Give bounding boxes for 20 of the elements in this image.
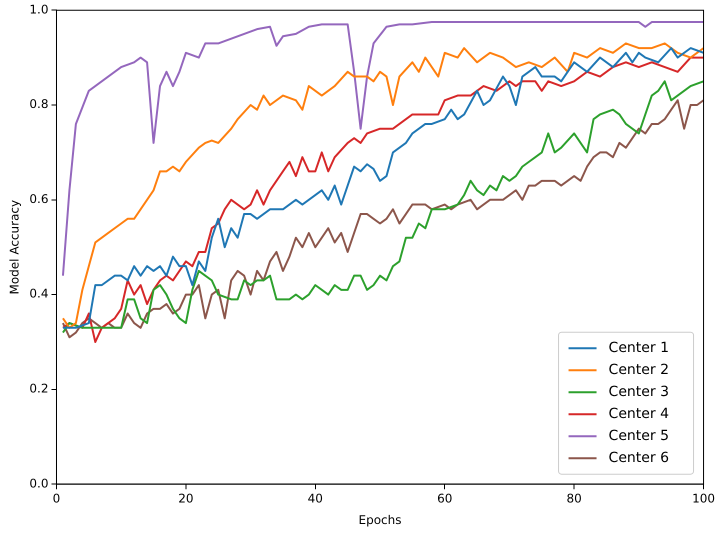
- legend-label: Center 5: [608, 428, 670, 444]
- y-tick-label: 0.0: [29, 476, 48, 490]
- x-tick-label: 80: [566, 492, 582, 506]
- y-axis-title: Model Accuracy: [7, 200, 22, 295]
- legend-label: Center 4: [608, 406, 670, 422]
- x-axis-title: Epochs: [358, 512, 402, 527]
- x-tick-label: 20: [178, 492, 194, 506]
- x-tick-label: 40: [308, 492, 323, 506]
- x-tick-label: 0: [52, 492, 60, 506]
- y-tick-label: 0.2: [29, 382, 48, 396]
- y-tick-label: 1.0: [29, 2, 48, 16]
- x-tick-label: 60: [437, 492, 452, 506]
- x-tick-label: 100: [692, 492, 715, 506]
- y-tick-label: 0.4: [29, 286, 48, 301]
- legend-label: Center 1: [608, 340, 670, 356]
- y-tick-label: 0.6: [29, 192, 48, 206]
- legend-label: Center 6: [608, 450, 670, 466]
- legend-label: Center 2: [608, 362, 670, 378]
- legend-label: Center 3: [608, 384, 670, 400]
- y-tick-label: 0.8: [29, 97, 48, 112]
